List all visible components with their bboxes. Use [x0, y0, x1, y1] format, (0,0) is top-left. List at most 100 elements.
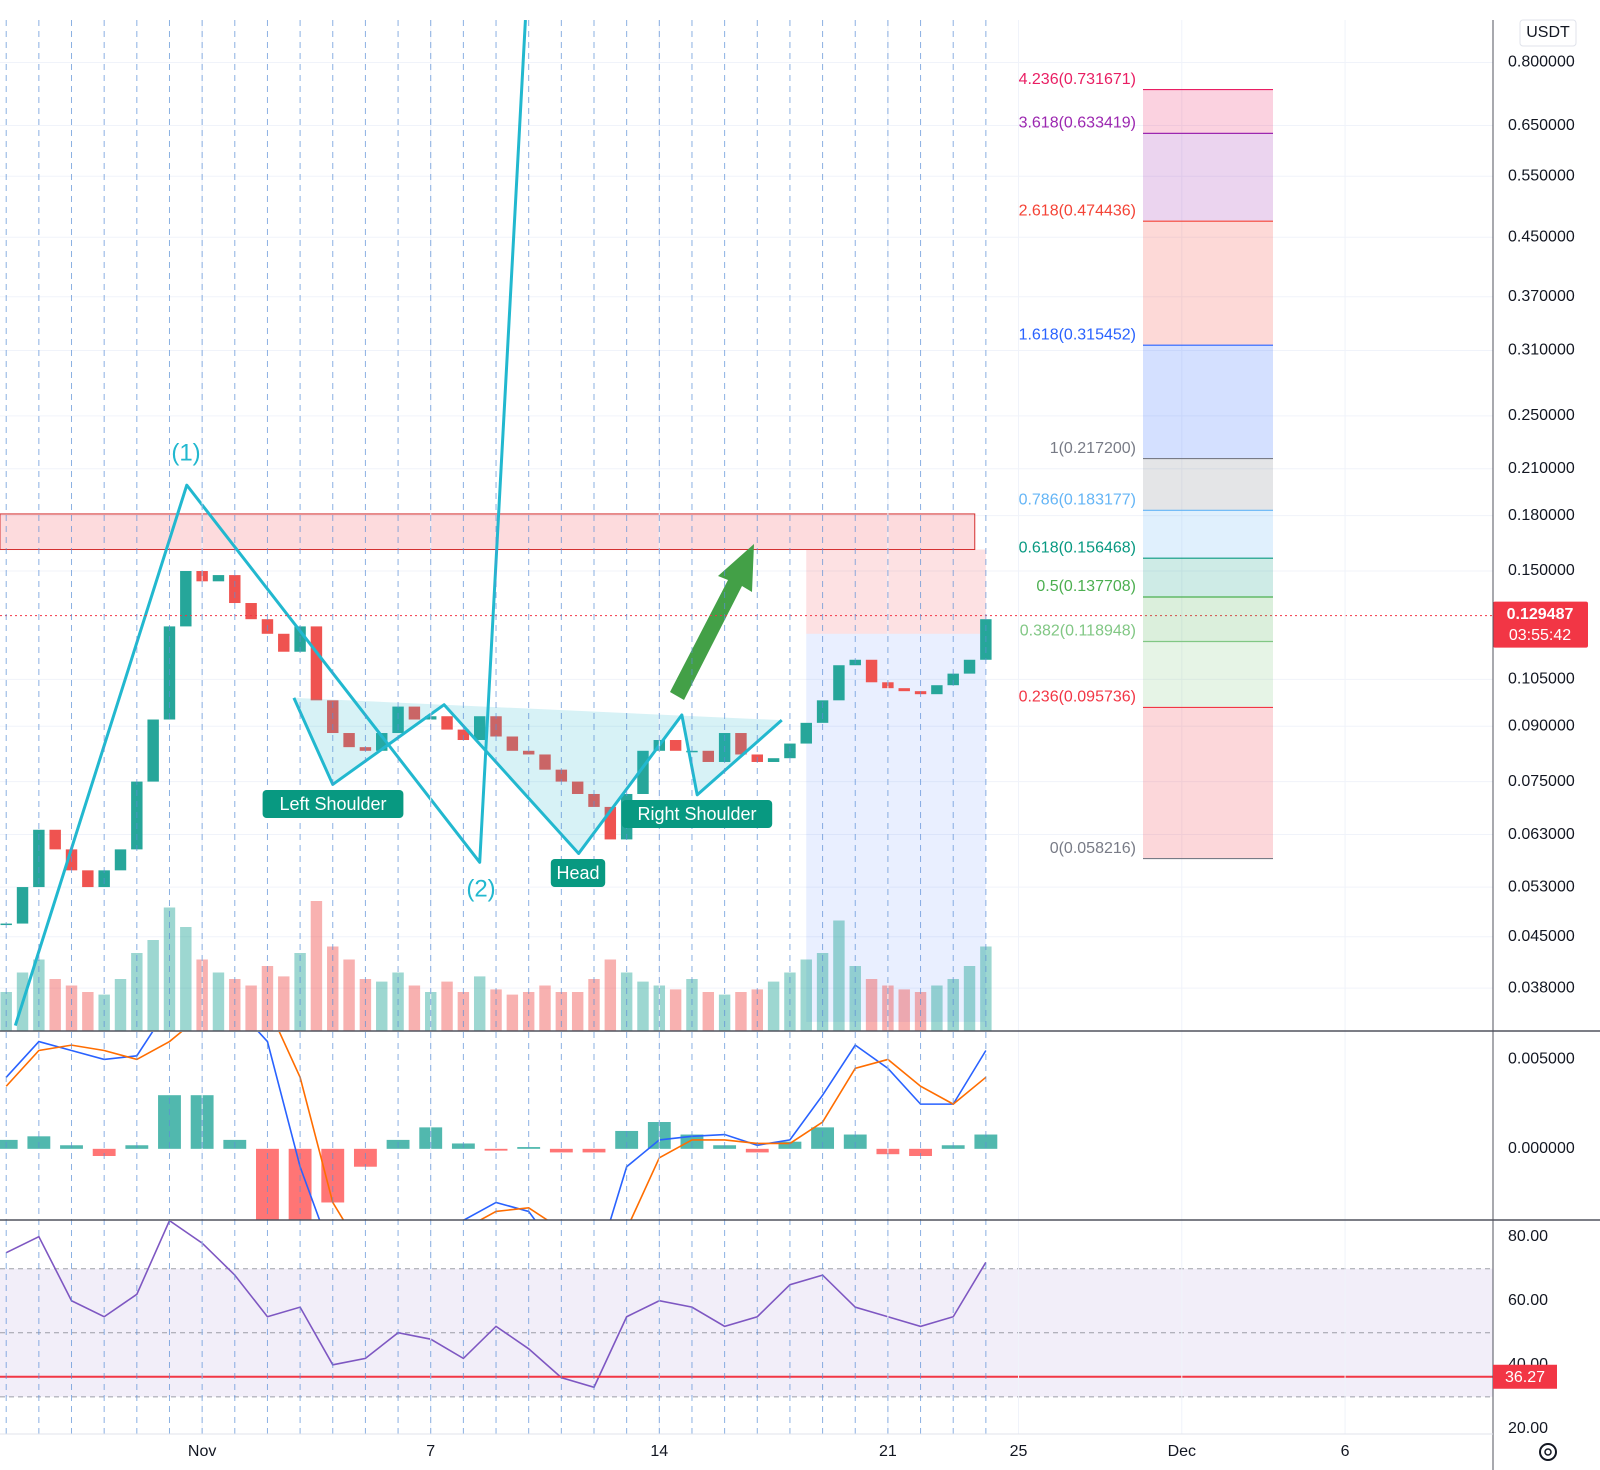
candle [229, 575, 241, 604]
y-tick-label: 0.053000 [1508, 878, 1575, 895]
candle [343, 733, 355, 748]
candle [506, 736, 519, 751]
x-tick-label: Nov [188, 1443, 216, 1460]
fib-label: 1(0.217200) [1050, 440, 1136, 457]
y-tick-label: 0.038000 [1508, 979, 1575, 996]
volume-bar [963, 966, 976, 1031]
y-tick-label: 0.800000 [1508, 54, 1575, 71]
candle [669, 740, 682, 751]
annotation: Left Shoulder [279, 794, 386, 814]
fib-fill [1143, 707, 1273, 859]
candle [588, 793, 600, 807]
volume-bar [65, 985, 78, 1031]
volume-bar [735, 992, 747, 1031]
volume-bar [473, 976, 486, 1031]
macd-histogram-bar [256, 1148, 279, 1220]
volume-bar [931, 985, 943, 1031]
fib-label: 0.786(0.183177) [1019, 492, 1136, 509]
candle [473, 716, 486, 741]
y-tick-label: 0.180000 [1508, 507, 1575, 524]
volume-bar [278, 976, 290, 1031]
candle [637, 750, 649, 794]
fib-fill [1143, 221, 1273, 346]
y-tick-label: 0.105000 [1508, 671, 1575, 688]
candle [147, 719, 159, 782]
x-tick-label: 21 [879, 1443, 897, 1460]
volume-bar [865, 979, 878, 1031]
fib-label: 3.618(0.633419) [1019, 115, 1136, 132]
macd-histogram-bar [909, 1148, 932, 1156]
countdown: 03:55:42 [1509, 627, 1571, 644]
x-tick-label: 6 [1341, 1443, 1350, 1460]
volume-bar [604, 959, 617, 1031]
candle [931, 685, 943, 695]
candle [16, 887, 29, 924]
volume-bar [539, 985, 551, 1031]
candle [408, 706, 421, 720]
head-shoulders-pattern [292, 697, 783, 855]
currency-box [1519, 19, 1577, 47]
volume-bar [114, 979, 127, 1031]
macd-histogram-bar [582, 1148, 606, 1153]
macd-histogram-bar [484, 1148, 508, 1151]
annotation-box [550, 859, 606, 887]
volume-bar [147, 940, 159, 1031]
resistance-zone [0, 513, 976, 551]
candle [114, 849, 127, 871]
settings-icon[interactable] [1539, 1443, 1557, 1461]
fib-fill [1143, 345, 1273, 459]
macd-histogram-bar [843, 1134, 867, 1149]
annotation-box [262, 790, 404, 818]
y-tick-label: 0.000000 [1508, 1140, 1575, 1157]
x-tick-label: 7 [426, 1443, 435, 1460]
volume-bar [343, 959, 355, 1031]
volume-bar [33, 959, 45, 1031]
candle [604, 806, 617, 840]
currency: USDT [1526, 24, 1570, 41]
y-tick-label: 0.005000 [1508, 1051, 1575, 1068]
annotation: Head [556, 863, 599, 883]
candle [49, 829, 61, 850]
macd-histogram-bar [615, 1130, 639, 1149]
volume-bar [408, 985, 421, 1031]
rsi-level-box [1493, 1364, 1557, 1389]
last-price-label: 0.129487 [1507, 606, 1574, 623]
last-price-box [1493, 601, 1588, 648]
volume-bar [767, 981, 780, 1031]
x-tick-label: 25 [1010, 1443, 1028, 1460]
candle [82, 870, 94, 888]
volume-bar [702, 992, 715, 1031]
fib-fill [1143, 133, 1273, 222]
volume-bar [833, 920, 845, 1031]
volume-bar [49, 979, 61, 1031]
volume-bar [180, 927, 192, 1031]
candle [555, 769, 568, 782]
candle [392, 706, 404, 734]
candle [278, 633, 290, 652]
fib-label: 0(0.058216) [1050, 840, 1136, 857]
volume-bar [637, 981, 649, 1031]
candle [767, 758, 780, 762]
candle [947, 673, 959, 686]
x-tick-label: Dec [1168, 1443, 1196, 1460]
fib-label: 0.618(0.156468) [1019, 539, 1136, 556]
candle [441, 716, 453, 730]
y-tick-label: 20.00 [1508, 1420, 1548, 1437]
candle [963, 659, 976, 674]
macd-histogram-bar [0, 1139, 18, 1149]
rsi-pane [0, 1221, 1493, 1398]
volume-bar [849, 966, 861, 1031]
volume-bar [261, 966, 274, 1031]
y-tick-label: 60.00 [1508, 1292, 1548, 1309]
candle [898, 688, 910, 692]
y-tick-label: 0.550000 [1508, 168, 1575, 185]
fib-fill [1143, 89, 1273, 134]
y-tick-label: 0.210000 [1508, 460, 1575, 477]
volume-bar [571, 992, 584, 1031]
macd-histogram-bar [288, 1148, 312, 1220]
candle [800, 722, 812, 744]
volume-bar [898, 989, 910, 1031]
macd-histogram-bar [974, 1134, 998, 1149]
fib-label: 0.236(0.095736) [1019, 689, 1136, 706]
